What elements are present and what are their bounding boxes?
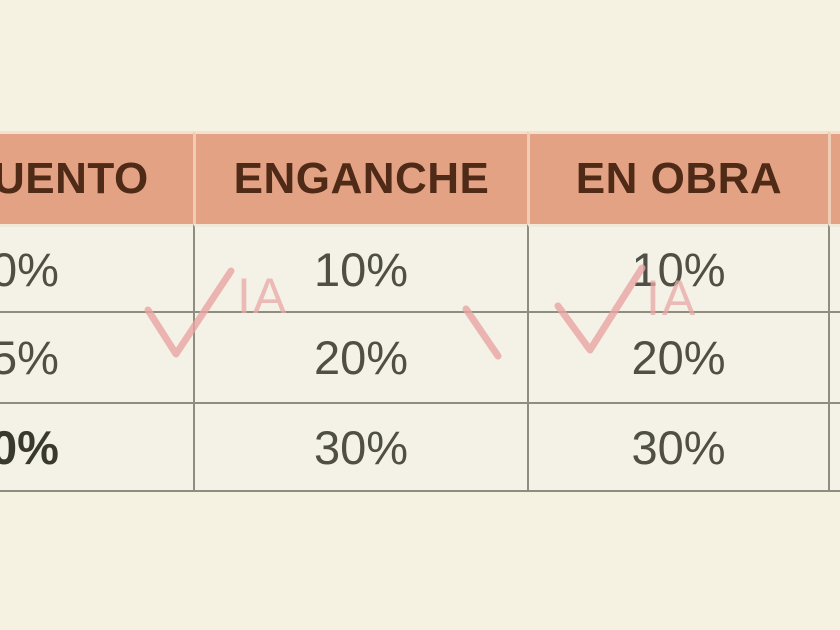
header-cell-enganche: ENGANCHE [193, 131, 527, 224]
cell-en-obra-r3: 30% [527, 402, 828, 492]
header-cell-descuento: UENTO [0, 131, 193, 224]
table-header-row: UENTO ENGANCHE EN OBRA [0, 131, 840, 224]
payment-table: UENTO ENGANCHE EN OBRA 0% 10% 10% 5% 20% [0, 131, 840, 492]
cell-sliver-r3 [828, 402, 840, 492]
cell-descuento-r3: 0% [0, 402, 193, 492]
header-cell-next-sliver [828, 131, 840, 224]
cell-enganche-r2: 20% [193, 311, 527, 402]
header-label-enganche: ENGANCHE [233, 154, 490, 203]
cell-sliver-r2 [828, 311, 840, 402]
cell-en-obra-r2: 20% [527, 311, 828, 402]
header-label-en-obra: EN OBRA [575, 154, 783, 203]
header-cell-en-obra: EN OBRA [527, 131, 828, 224]
table-row: 0% 10% 10% [0, 224, 840, 311]
cell-sliver-r1 [828, 224, 840, 311]
cell-enganche-r1: 10% [193, 224, 527, 311]
header-label-descuento: UENTO [0, 154, 149, 203]
cell-enganche-r3: 30% [193, 402, 527, 492]
table-row: 5% 20% 20% [0, 311, 840, 402]
table-row: 0% 30% 30% [0, 402, 840, 492]
cell-descuento-r2: 5% [0, 311, 193, 402]
cell-descuento-r1: 0% [0, 224, 193, 311]
cell-en-obra-r1: 10% [527, 224, 828, 311]
